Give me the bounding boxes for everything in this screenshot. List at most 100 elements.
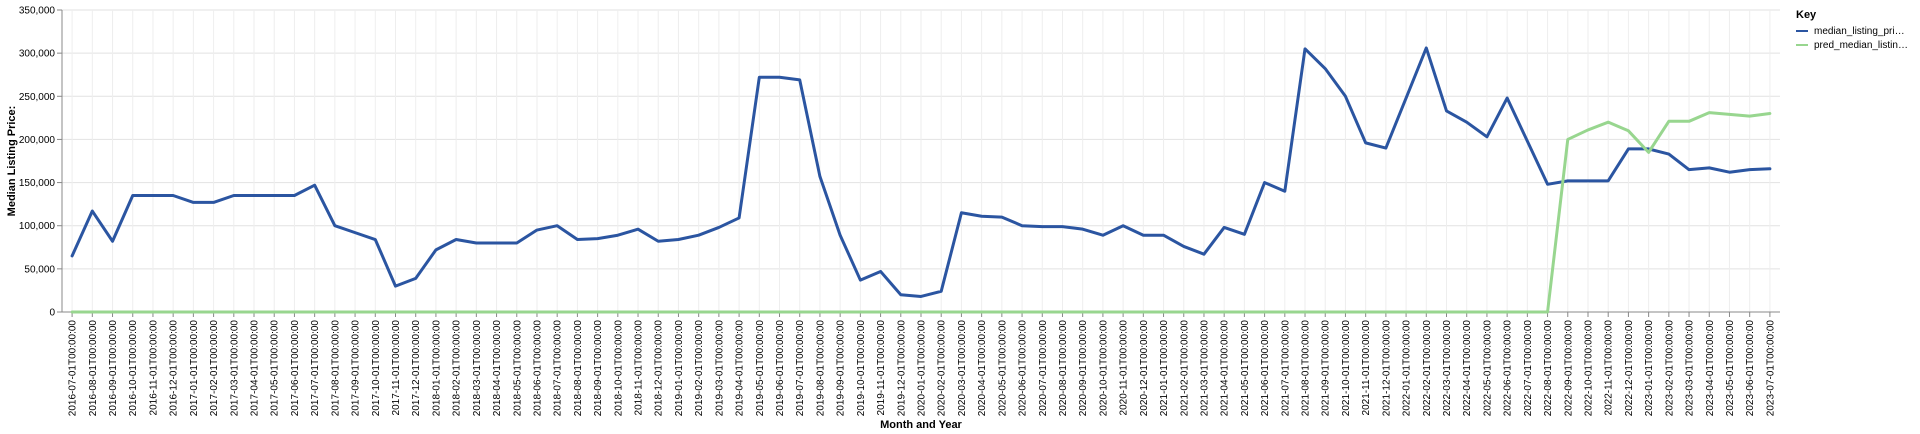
x-tick-label: 2019-06-01T00:00:00 [775, 320, 786, 417]
x-tick-label: 2021-09-01T00:00:00 [1321, 320, 1332, 417]
x-tick-label: 2017-01-01T00:00:00 [189, 320, 200, 417]
x-tick-label: 2023-06-01T00:00:00 [1745, 320, 1756, 417]
x-tick-label: 2020-03-01T00:00:00 [957, 320, 968, 417]
x-tick-label: 2020-12-01T00:00:00 [1139, 320, 1150, 417]
x-tick-label: 2021-04-01T00:00:00 [1220, 320, 1231, 417]
x-tick-label: 2021-06-01T00:00:00 [1260, 320, 1271, 417]
x-tick-label: 2017-08-01T00:00:00 [330, 320, 341, 417]
legend-label: median_listing_pri… [1814, 26, 1905, 37]
x-tick-label: 2016-11-01T00:00:00 [148, 320, 159, 416]
x-tick-label: 2019-05-01T00:00:00 [755, 320, 766, 417]
x-tick-label: 2021-05-01T00:00:00 [1240, 320, 1251, 417]
x-tick-label: 2021-02-01T00:00:00 [1179, 320, 1190, 417]
x-tick-label: 2022-04-01T00:00:00 [1462, 320, 1473, 417]
y-tick-label: 50,000 [24, 264, 55, 275]
x-tick-label: 2021-12-01T00:00:00 [1381, 320, 1392, 417]
x-tick-label: 2022-02-01T00:00:00 [1422, 320, 1433, 417]
x-tick-label: 2022-06-01T00:00:00 [1503, 320, 1514, 417]
x-tick-label: 2021-03-01T00:00:00 [1199, 320, 1210, 417]
x-tick-label: 2020-04-01T00:00:00 [977, 320, 988, 417]
x-tick-label: 2016-07-01T00:00:00 [68, 320, 79, 417]
x-tick-label: 2020-10-01T00:00:00 [1098, 320, 1109, 417]
y-tick-label: 250,000 [19, 92, 56, 103]
x-tick-label: 2018-03-01T00:00:00 [472, 320, 483, 417]
x-tick-label: 2016-12-01T00:00:00 [169, 320, 180, 417]
legend-title: Key [1796, 9, 1817, 21]
x-tick-label: 2022-03-01T00:00:00 [1442, 320, 1453, 417]
x-tick-label: 2020-02-01T00:00:00 [937, 320, 948, 417]
x-tick-label: 2020-07-01T00:00:00 [1038, 320, 1049, 417]
x-tick-label: 2021-07-01T00:00:00 [1280, 320, 1291, 417]
x-tick-label: 2022-07-01T00:00:00 [1523, 320, 1534, 417]
x-tick-label: 2019-09-01T00:00:00 [836, 320, 847, 417]
x-tick-label: 2021-08-01T00:00:00 [1301, 320, 1312, 417]
x-tick-label: 2022-12-01T00:00:00 [1624, 320, 1635, 417]
y-tick-label: 100,000 [19, 221, 56, 232]
x-tick-label: 2023-04-01T00:00:00 [1705, 320, 1716, 417]
x-tick-label: 2017-10-01T00:00:00 [371, 320, 382, 417]
x-tick-label: 2018-09-01T00:00:00 [593, 320, 604, 417]
x-tick-label: 2018-11-01T00:00:00 [634, 320, 645, 416]
x-tick-label: 2019-10-01T00:00:00 [856, 320, 867, 417]
x-tick-label: 2023-05-01T00:00:00 [1725, 320, 1736, 417]
y-tick-label: 350,000 [19, 6, 56, 17]
x-tick-label: 2018-07-01T00:00:00 [553, 320, 564, 417]
x-tick-label: 2022-08-01T00:00:00 [1543, 320, 1554, 417]
axes: 0 50,000 100,000 150,000 200,000 250,000 300,0… [19, 6, 1780, 417]
x-tick-label: 2023-02-01T00:00:00 [1664, 320, 1675, 417]
grid [62, 9, 1780, 313]
x-tick-label: 2021-10-01T00:00:00 [1341, 320, 1352, 417]
x-tick-label: 2022-01-01T00:00:00 [1402, 320, 1413, 417]
x-tick-label: 2020-11-01T00:00:00 [1119, 320, 1130, 416]
x-tick-label: 2019-08-01T00:00:00 [815, 320, 826, 417]
x-tick-label: 2018-12-01T00:00:00 [654, 320, 665, 417]
x-tick-label: 2019-11-01T00:00:00 [876, 320, 887, 416]
y-tick-label: 300,000 [19, 49, 56, 60]
x-tick-label: 2020-09-01T00:00:00 [1078, 320, 1089, 417]
y-axis-title: Median Listing Price: [6, 106, 18, 217]
x-tick-label: 2017-04-01T00:00:00 [250, 320, 261, 417]
x-tick-label: 2018-05-01T00:00:00 [512, 320, 523, 417]
legend-label: pred_median_listin… [1814, 40, 1908, 51]
x-tick-label: 2020-05-01T00:00:00 [997, 320, 1008, 417]
x-tick-label: 2016-09-01T00:00:00 [108, 320, 119, 417]
x-tick-label: 2017-02-01T00:00:00 [209, 320, 220, 417]
x-tick-label: 2021-01-01T00:00:00 [1159, 320, 1170, 417]
x-tick-label: 2019-03-01T00:00:00 [714, 320, 725, 417]
x-tick-label: 2017-11-01T00:00:00 [391, 320, 402, 416]
x-tick-label: 2019-04-01T00:00:00 [735, 320, 746, 417]
x-tick-label: 2017-06-01T00:00:00 [290, 320, 301, 417]
x-tick-label: 2018-02-01T00:00:00 [452, 320, 463, 417]
x-tick-label: 2017-09-01T00:00:00 [351, 320, 362, 417]
x-tick-label: 2022-09-01T00:00:00 [1563, 320, 1574, 417]
x-tick-label: 2018-08-01T00:00:00 [573, 320, 584, 417]
x-tick-label: 2020-08-01T00:00:00 [1058, 320, 1069, 417]
x-tick-label: 2018-04-01T00:00:00 [492, 320, 503, 417]
x-tick-label: 2018-10-01T00:00:00 [613, 320, 624, 417]
x-tick-label: 2017-12-01T00:00:00 [411, 320, 422, 417]
x-tick-label: 2022-11-01T00:00:00 [1604, 320, 1615, 416]
x-tick-label: 2021-11-01T00:00:00 [1361, 320, 1372, 416]
y-tick-label: 0 [49, 308, 55, 319]
x-tick-label: 2018-01-01T00:00:00 [431, 320, 442, 417]
x-tick-label: 2017-03-01T00:00:00 [229, 320, 240, 417]
x-tick-label: 2019-01-01T00:00:00 [674, 320, 685, 417]
x-tick-label: 2023-03-01T00:00:00 [1685, 320, 1696, 417]
x-tick-label: 2016-10-01T00:00:00 [128, 320, 139, 417]
x-tick-label: 2022-10-01T00:00:00 [1583, 320, 1594, 417]
series-lines [70, 46, 1772, 314]
y-tick-label: 150,000 [19, 178, 56, 189]
x-axis-title: Month and Year [880, 419, 962, 431]
x-tick-label: 2017-05-01T00:00:00 [270, 320, 281, 417]
x-tick-label: 2019-12-01T00:00:00 [896, 320, 907, 417]
x-tick-label: 2020-06-01T00:00:00 [1018, 320, 1029, 417]
x-tick-label: 2023-07-01T00:00:00 [1765, 320, 1776, 417]
x-tick-label: 2017-07-01T00:00:00 [310, 320, 321, 417]
y-tick-label: 200,000 [19, 135, 56, 146]
series-line-2 [70, 111, 1772, 314]
x-tick-label: 2019-07-01T00:00:00 [795, 320, 806, 417]
x-tick-label: 2018-06-01T00:00:00 [532, 320, 543, 417]
series-line-1 [70, 46, 1772, 298]
